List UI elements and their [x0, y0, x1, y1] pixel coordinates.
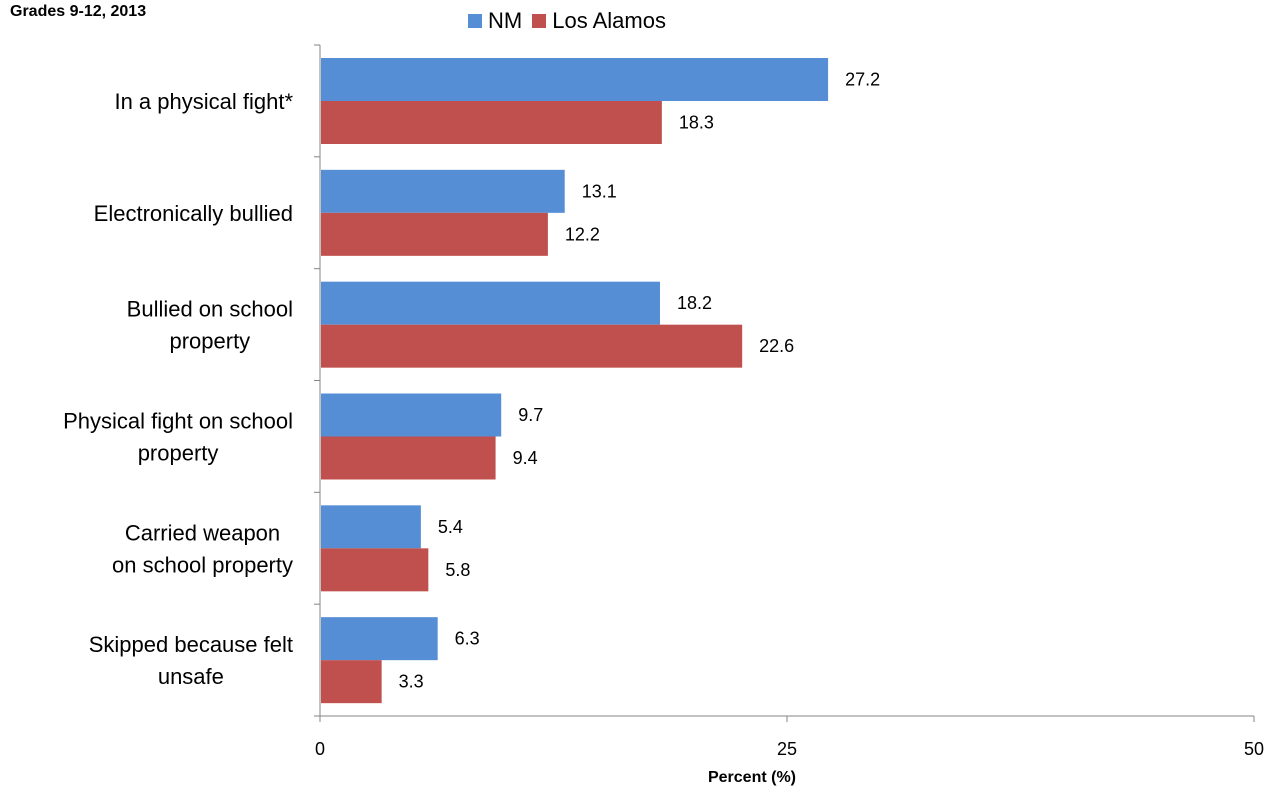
x-tick-label: 0 [315, 739, 325, 759]
bar-nm [321, 505, 421, 549]
bar-los-alamos [321, 548, 429, 592]
category-label-line: Physical fight on school [63, 408, 293, 433]
legend-item-los-alamos: Los Alamos [532, 8, 666, 34]
data-label: 9.7 [518, 405, 543, 425]
category-label-line: Skipped because felt [89, 632, 293, 657]
x-axis-label: Percent (%) [708, 769, 796, 786]
legend-swatch-nm [468, 14, 482, 28]
data-label: 27.2 [845, 70, 880, 90]
legend-swatch-los-alamos [532, 14, 547, 28]
category-label-line: Bullied on school [127, 297, 293, 322]
x-tick-label: 50 [1244, 739, 1264, 759]
category-label: In a physical fight* [114, 89, 293, 114]
category-label-line: In a physical fight* [114, 89, 293, 114]
bar-nm [321, 58, 829, 101]
bar-nm [321, 393, 502, 437]
category-label: Carried weapon on school property [112, 520, 293, 577]
data-label: 3.3 [399, 672, 424, 692]
category-label: Electronically bullied [94, 201, 293, 226]
data-label: 13.1 [582, 181, 617, 201]
bar-los-alamos [321, 101, 662, 144]
category-label-line: property [169, 329, 250, 354]
data-label: 18.2 [677, 293, 712, 313]
category-label-line: Carried weapon [125, 520, 280, 545]
data-label: 22.6 [759, 336, 794, 356]
category-label: Bullied on school property [127, 297, 293, 354]
bar-nm [321, 617, 438, 661]
legend-label-nm: NM [488, 8, 523, 33]
x-tick-label: 25 [777, 739, 797, 759]
bar-los-alamos [321, 212, 548, 256]
data-label: 18.3 [679, 113, 714, 133]
category-label-line: Electronically bullied [94, 201, 293, 226]
bar-los-alamos [321, 660, 382, 704]
data-label: 9.4 [513, 448, 538, 468]
bar-nm [321, 169, 565, 213]
legend-label-los-alamos: Los Alamos [552, 8, 666, 33]
category-label: Physical fight on school property [63, 408, 293, 465]
data-label: 6.3 [455, 629, 480, 649]
category-label-line: property [138, 440, 219, 465]
bar-los-alamos [321, 324, 743, 368]
category-label-line: on school property [112, 552, 293, 577]
chart-subtitle: Grades 9-12, 2013 [10, 3, 147, 20]
bar-los-alamos [321, 436, 496, 480]
data-label: 5.8 [445, 560, 470, 580]
category-label: Skipped because felt unsafe [89, 632, 293, 689]
data-label: 5.4 [438, 517, 463, 537]
bar-nm [321, 281, 660, 325]
data-label: 12.2 [565, 224, 600, 244]
legend-item-nm: NM [468, 8, 522, 34]
chart-legend: NM Los Alamos [468, 6, 676, 36]
category-label-line: unsafe [158, 664, 224, 689]
